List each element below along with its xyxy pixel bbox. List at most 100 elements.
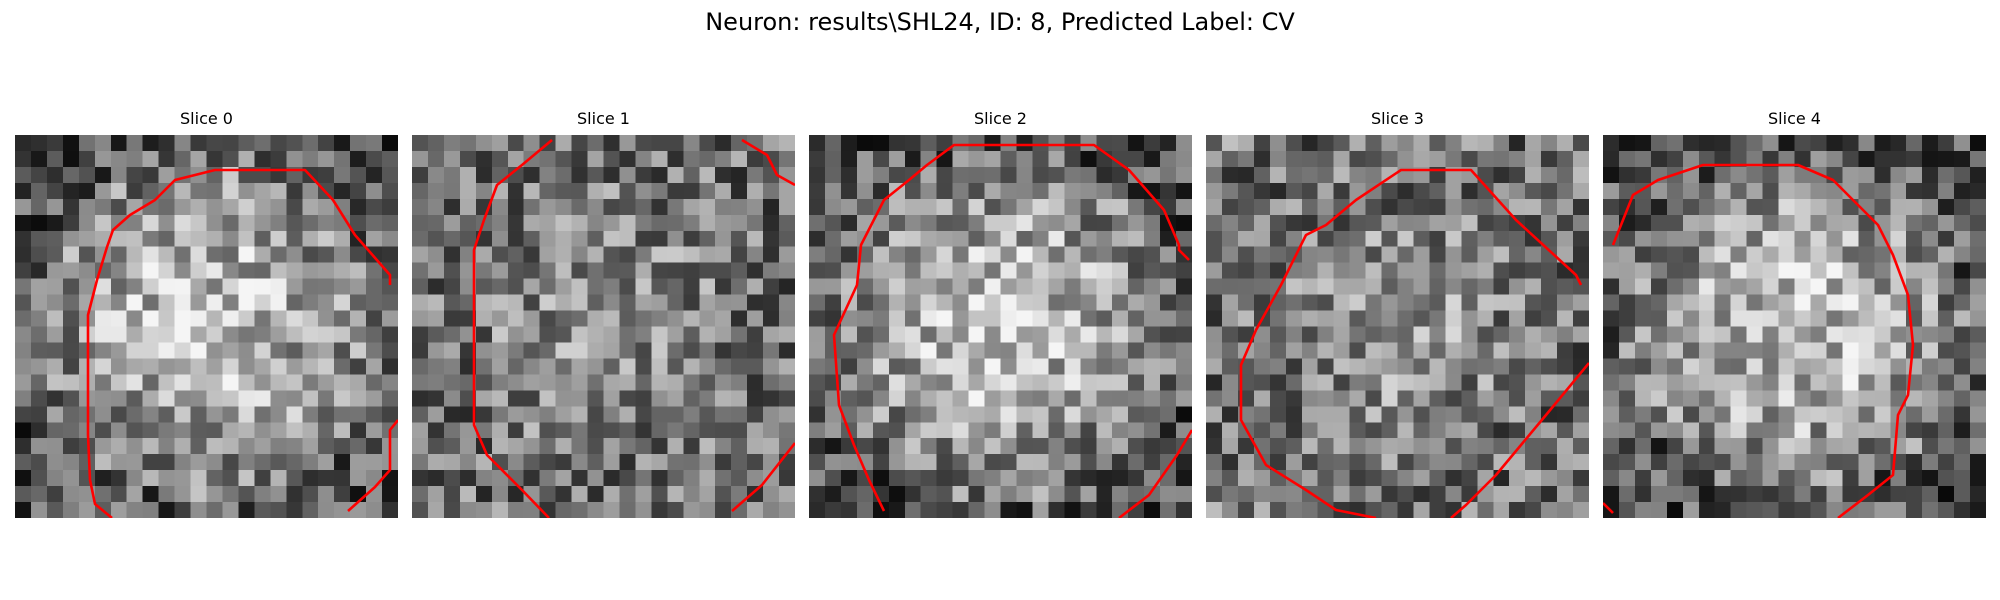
image-pixel <box>334 454 351 471</box>
image-pixel <box>1541 182 1558 200</box>
image-pixel <box>1333 486 1351 503</box>
image-pixel <box>1176 470 1192 487</box>
image-pixel <box>1858 294 1875 312</box>
image-pixel <box>459 326 477 344</box>
image-pixel <box>158 150 176 168</box>
image-pixel <box>1269 182 1287 200</box>
image-pixel <box>555 150 573 168</box>
image-pixel <box>1922 454 1939 471</box>
image-pixel <box>254 230 271 248</box>
image-pixel <box>1317 198 1335 216</box>
slice-title: Slice 4 <box>1768 109 1821 128</box>
image-pixel <box>1221 390 1239 407</box>
image-pixel <box>174 358 192 375</box>
image-pixel <box>888 135 906 152</box>
image-pixel <box>190 278 208 296</box>
image-pixel <box>334 198 351 216</box>
image-pixel <box>1206 486 1223 503</box>
image-pixel <box>459 214 477 232</box>
image-pixel <box>142 470 160 487</box>
image-pixel <box>809 422 826 439</box>
image-pixel <box>1016 310 1034 328</box>
image-pixel <box>920 406 938 423</box>
image-pixel <box>1603 294 1620 312</box>
image-pixel <box>952 422 970 439</box>
image-pixel <box>1128 198 1145 216</box>
image-pixel <box>1826 198 1843 216</box>
image-pixel <box>475 310 493 328</box>
image-pixel <box>1938 230 1955 248</box>
image-pixel <box>1714 310 1732 328</box>
image-pixel <box>1906 486 1923 503</box>
image-pixel <box>635 326 652 344</box>
image-pixel <box>635 198 652 216</box>
image-pixel <box>1333 358 1351 375</box>
image-pixel <box>1381 342 1399 360</box>
image-pixel <box>904 294 922 312</box>
image-pixel <box>126 374 144 391</box>
image-pixel <box>824 342 842 360</box>
image-pixel <box>126 326 144 344</box>
image-pixel <box>475 422 493 439</box>
image-pixel <box>222 246 240 264</box>
image-pixel <box>270 294 287 312</box>
image-pixel <box>366 358 383 375</box>
image-pixel <box>110 294 128 312</box>
image-pixel <box>1301 502 1319 518</box>
image-pixel <box>1144 310 1161 328</box>
image-pixel <box>1349 470 1367 487</box>
image-pixel <box>1237 150 1255 168</box>
image-pixel <box>920 454 938 471</box>
image-pixel <box>1730 198 1748 216</box>
image-pixel <box>1221 326 1239 344</box>
image-pixel <box>1477 422 1494 439</box>
image-pixel <box>1461 454 1478 471</box>
image-pixel <box>1858 278 1875 296</box>
image-pixel <box>1938 454 1955 471</box>
image-pixel <box>507 310 525 328</box>
image-pixel <box>779 278 795 296</box>
image-pixel <box>1206 454 1223 471</box>
image-pixel <box>840 246 858 264</box>
image-pixel <box>824 230 842 248</box>
image-pixel <box>651 135 668 152</box>
image-pixel <box>1096 358 1113 375</box>
image-pixel <box>1080 230 1097 248</box>
image-pixel <box>984 486 1002 503</box>
image-pixel <box>459 166 477 184</box>
image-pixel <box>651 422 668 439</box>
image-pixel <box>1128 454 1145 471</box>
image-pixel <box>1096 406 1113 423</box>
image-pixel <box>1032 214 1049 232</box>
image-pixel <box>1778 310 1796 328</box>
image-pixel <box>1762 374 1780 391</box>
image-pixel <box>1541 470 1558 487</box>
image-pixel <box>587 502 605 518</box>
image-pixel <box>1080 438 1097 455</box>
image-pixel <box>507 390 525 407</box>
image-pixel <box>1762 390 1780 407</box>
image-pixel <box>142 422 160 439</box>
image-pixel <box>809 135 826 152</box>
image-pixel <box>1874 166 1891 184</box>
image-pixel <box>571 135 589 152</box>
image-pixel <box>571 358 589 375</box>
image-pixel <box>1144 278 1161 296</box>
image-pixel <box>1237 470 1255 487</box>
image-pixel <box>1970 150 1986 168</box>
image-pixel <box>1445 135 1462 152</box>
image-pixel <box>651 454 668 471</box>
image-pixel <box>1253 326 1271 344</box>
image-pixel <box>763 454 780 471</box>
image-pixel <box>603 502 621 518</box>
image-pixel <box>1493 454 1510 471</box>
image-pixel <box>1730 438 1748 455</box>
image-pixel <box>1650 342 1668 360</box>
image-pixel <box>1285 486 1303 503</box>
image-pixel <box>968 135 986 152</box>
image-pixel <box>1730 182 1748 200</box>
image-pixel <box>158 278 176 296</box>
image-pixel <box>619 454 637 471</box>
image-pixel <box>1477 230 1494 248</box>
image-pixel <box>920 374 938 391</box>
